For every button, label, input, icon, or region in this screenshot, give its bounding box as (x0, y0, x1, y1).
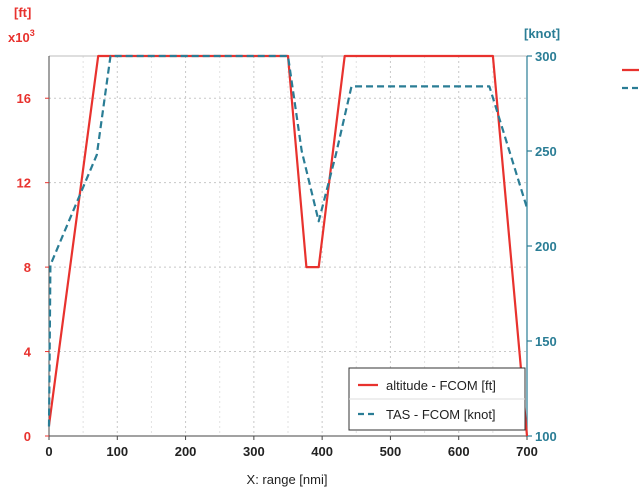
axes-layer: 0 100 200 300 400 500 600 700 0 4 8 12 16 100 150 200 25… (17, 49, 557, 459)
x-tick-label: 0 (45, 444, 52, 459)
left-axis-multiplier-base: x10 (8, 30, 30, 45)
x-axis-title: X: range [nmi] (247, 472, 328, 487)
left-axis-unit-label: [ft] (14, 5, 31, 20)
right-tick-label: 100 (535, 429, 557, 444)
x-tick-label: 600 (448, 444, 470, 459)
left-tick-label: 4 (24, 345, 32, 360)
left-axis-multiplier: x103 (8, 28, 35, 45)
x-tick-label: 500 (380, 444, 402, 459)
left-tick-label: 12 (17, 176, 31, 191)
series-layer (47, 54, 529, 437)
left-tick-label: 16 (17, 91, 31, 106)
legend[interactable]: altitude - FCOM [ft] TAS - FCOM [knot] (348, 367, 526, 431)
right-tick-label: 300 (535, 49, 557, 64)
legend-outside-clipped (622, 68, 639, 90)
x-tick-label: 200 (175, 444, 197, 459)
right-tick-label: 250 (535, 144, 557, 159)
right-tick-label: 200 (535, 239, 557, 254)
legend-label-tas: TAS - FCOM [knot] (386, 407, 496, 422)
x-tick-label: 700 (516, 444, 538, 459)
x-tick-label: 100 (106, 444, 128, 459)
x-tick-label: 300 (243, 444, 265, 459)
left-axis-multiplier-exponent: 3 (30, 28, 35, 38)
left-tick-label: 0 (24, 429, 31, 444)
legend-label-altitude: altitude - FCOM [ft] (386, 378, 496, 393)
left-tick-label: 8 (24, 260, 31, 275)
tas-series-line (47, 54, 529, 427)
right-axis-unit-label: [knot] (524, 26, 560, 41)
right-tick-label: 150 (535, 334, 557, 349)
x-tick-label: 400 (311, 444, 333, 459)
